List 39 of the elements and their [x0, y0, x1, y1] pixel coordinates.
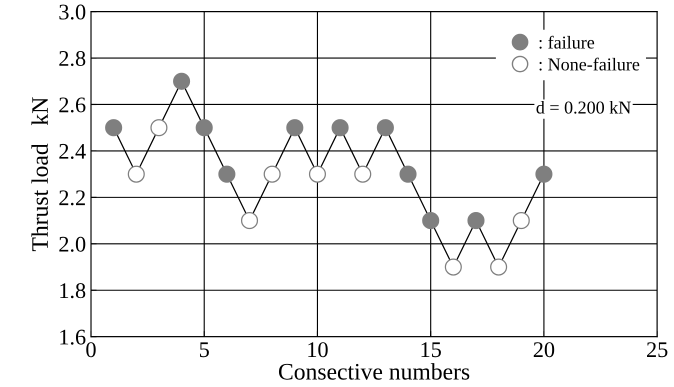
y-tick-label: 3.0 [59, 4, 86, 20]
point [467, 212, 485, 230]
point [150, 119, 168, 136]
point [128, 166, 145, 183]
point [196, 119, 213, 136]
point [264, 166, 281, 183]
x-tick-label: 15 [422, 342, 441, 358]
point [105, 119, 122, 136]
y-tick-label: 1.6 [60, 330, 86, 345]
point [286, 119, 304, 136]
point [173, 72, 190, 90]
point [490, 258, 508, 276]
point [218, 166, 236, 183]
point [376, 119, 394, 136]
point [240, 212, 258, 230]
point [422, 212, 440, 230]
point [354, 166, 372, 183]
y-axis-title: Thrust load kN [31, 97, 48, 252]
x-tick-label: 10 [308, 342, 328, 358]
point [399, 166, 417, 183]
x-tick-label: 25 [647, 342, 668, 358]
point [332, 119, 349, 136]
legend-label: : None-failure [540, 58, 640, 71]
y-tick-label: 2.0 [59, 236, 86, 252]
legend-label: : failure [540, 36, 594, 49]
y-tick-label: 2.6 [59, 97, 86, 113]
y-tick-label: 2.4 [59, 144, 86, 159]
point [535, 166, 552, 183]
y-tick-label: 2.2 [59, 190, 85, 206]
x-tick-label: 20 [534, 342, 554, 358]
x-tick-label: 0 [86, 342, 96, 358]
y-tick-label: 1.8 [60, 283, 86, 298]
annotation: d = 0.200 kN [536, 100, 631, 114]
point [444, 258, 462, 276]
point [512, 212, 530, 230]
point [308, 166, 326, 183]
y-tick-label: 2.8 [59, 50, 86, 66]
x-axis-title: Consective numbers [278, 363, 470, 380]
x-tick-label: 5 [200, 342, 209, 358]
